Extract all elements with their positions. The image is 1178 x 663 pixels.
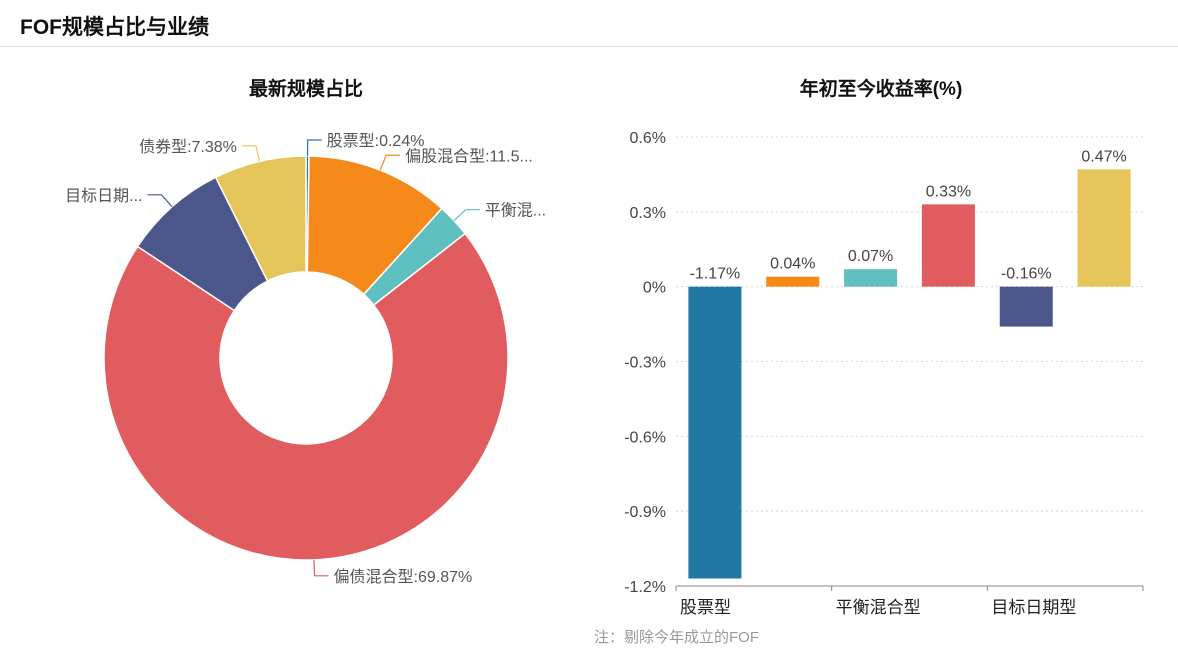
y-tick-label: -0.9% bbox=[624, 504, 666, 521]
bar-2 bbox=[766, 276, 820, 287]
y-tick-label: -0.6% bbox=[624, 429, 666, 446]
x-tick-label: 股票型 bbox=[680, 598, 731, 617]
y-tick-label: 0.6% bbox=[630, 130, 666, 147]
pie-slice-label: 平衡混... bbox=[485, 202, 546, 220]
pie-chart-title: 最新规模占比 bbox=[248, 79, 363, 100]
pie-leader-line bbox=[241, 145, 261, 162]
bar-chart: 0.6% 0.3% 0% -0.3% -0.6% -0.9% -1.2% -1.17% 0.04… bbox=[624, 130, 1144, 617]
y-tick-label: -0.3% bbox=[624, 355, 666, 372]
bar-value-label: -1.17% bbox=[690, 266, 741, 283]
x-tick-label: 平衡混合型 bbox=[836, 598, 921, 617]
bar-value-label: 0.47% bbox=[1081, 148, 1126, 165]
x-tick-label: 目标日期型 bbox=[991, 598, 1076, 617]
pie-leader-line bbox=[453, 209, 480, 221]
pie-slice-4 bbox=[103, 232, 509, 561]
footnote: 注：剔除今年成立的FOF bbox=[594, 629, 759, 646]
pie-slice-6 bbox=[214, 155, 307, 283]
bar-chart-title: 年初至今收益率(%) bbox=[799, 79, 963, 100]
bar-1 bbox=[688, 286, 742, 579]
pie-leader-line bbox=[313, 559, 329, 577]
header-bar: FOF规模占比与业绩 bbox=[0, 0, 1178, 47]
bar-3 bbox=[844, 269, 898, 287]
y-tick-label: 0.3% bbox=[630, 205, 666, 222]
pie-leader-line bbox=[147, 194, 173, 208]
bar-value-label: -0.16% bbox=[1001, 266, 1052, 283]
y-tick-label: 0% bbox=[643, 280, 666, 297]
pie-slice-label: 偏股混合型:11.5... bbox=[405, 147, 533, 165]
bar-value-label: 0.04% bbox=[770, 256, 815, 273]
y-tick-label: -1.2% bbox=[624, 579, 666, 596]
page-title: FOF规模占比与业绩 bbox=[20, 16, 209, 39]
bar-6 bbox=[1077, 169, 1131, 287]
bar-4 bbox=[921, 204, 975, 287]
bar-value-label: 0.07% bbox=[848, 248, 893, 265]
pie-chart: 股票型:0.24%偏股混合型:11.5... 平衡混... 偏债混合型:69.87%… bbox=[65, 132, 546, 586]
pie-slice-label: 偏债混合型:69.87% bbox=[334, 568, 473, 586]
pie-slice-label: 债券型:7.38% bbox=[139, 138, 237, 156]
pie-slice-label: 目标日期... bbox=[65, 187, 142, 205]
pie-slice-label: 股票型:0.24% bbox=[327, 132, 425, 150]
pie-leader-line bbox=[306, 139, 322, 157]
pie-leader-line bbox=[379, 154, 401, 171]
bar-value-label: 0.33% bbox=[926, 183, 971, 200]
bar-5 bbox=[999, 286, 1053, 327]
